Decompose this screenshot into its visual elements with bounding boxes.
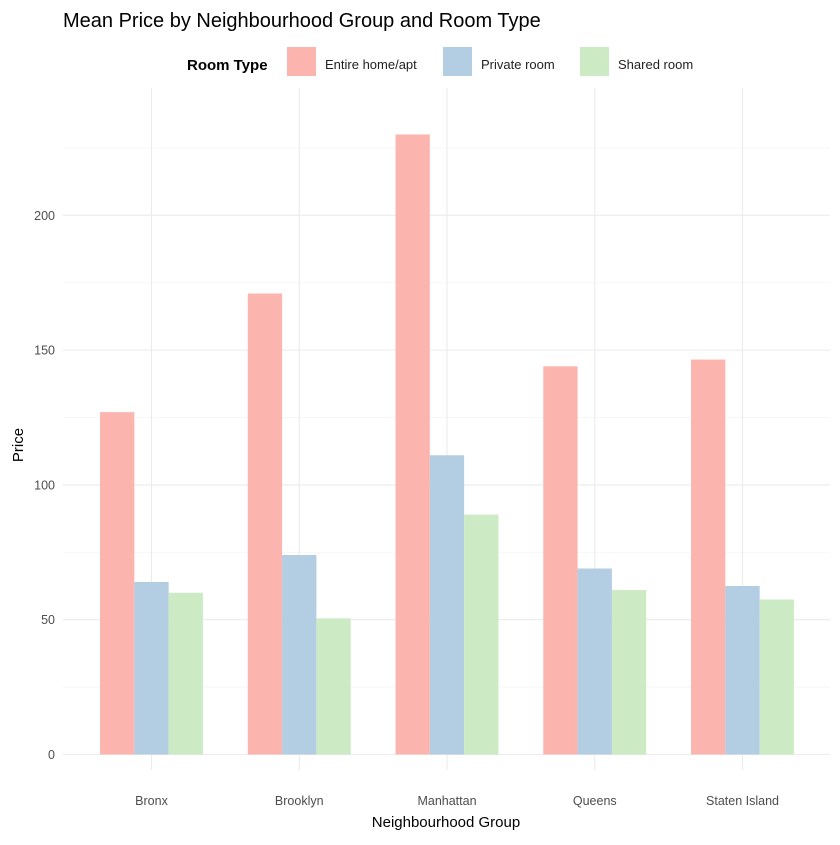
y-axis-ticks: 0 50 100 150 200	[34, 209, 55, 762]
legend-title: Room Type	[187, 57, 268, 74]
y-axis-title: Price	[10, 428, 27, 462]
bar-shared-room-manhattan	[464, 514, 499, 755]
legend-key	[580, 47, 609, 76]
legend: Room Type Entire home/apt Private room Sha…	[187, 47, 693, 76]
bar-private-room-queens	[577, 568, 612, 755]
x-axis-title: Neighbourhood Group	[372, 814, 520, 831]
bar-private-room-bronx	[134, 581, 169, 755]
x-tick-label: Queens	[573, 794, 617, 808]
bar-entire-home-apt-bronx	[100, 412, 135, 755]
y-tick-label: 150	[34, 344, 55, 358]
bar-entire-home-apt-staten-island	[691, 359, 726, 755]
bar-private-room-staten-island	[725, 586, 760, 755]
y-tick-label: 100	[34, 478, 55, 492]
bar-entire-home-apt-queens	[543, 366, 578, 755]
legend-label: Shared room	[618, 57, 693, 72]
bar-shared-room-queens	[611, 590, 647, 755]
bar-entire-home-apt-manhattan	[395, 134, 430, 755]
legend-label: Entire home/apt	[325, 57, 417, 72]
y-tick-label: 50	[41, 613, 55, 627]
legend-key	[287, 47, 316, 76]
x-axis-ticks: Bronx Brooklyn Manhattan Queens Staten Islan…	[135, 794, 779, 808]
legend-key	[443, 47, 472, 76]
bar-entire-home-apt-brooklyn	[247, 293, 283, 755]
x-tick-label: Brooklyn	[275, 794, 324, 808]
x-tick-label: Staten Island	[706, 794, 779, 808]
bar-private-room-manhattan	[429, 455, 465, 755]
bar-shared-room-staten-island	[759, 599, 794, 755]
y-tick-label: 0	[48, 748, 55, 762]
chart-title: Mean Price by Neighbourhood Group and Ro…	[63, 10, 541, 32]
y-tick-label: 200	[34, 209, 55, 223]
x-tick-label: Manhattan	[417, 794, 476, 808]
bars	[100, 134, 794, 755]
bar-private-room-brooklyn	[282, 555, 317, 755]
bar-shared-room-brooklyn	[316, 618, 351, 755]
legend-label: Private room	[481, 57, 555, 72]
bar-shared-room-bronx	[168, 592, 203, 755]
x-tick-label: Bronx	[135, 794, 168, 808]
